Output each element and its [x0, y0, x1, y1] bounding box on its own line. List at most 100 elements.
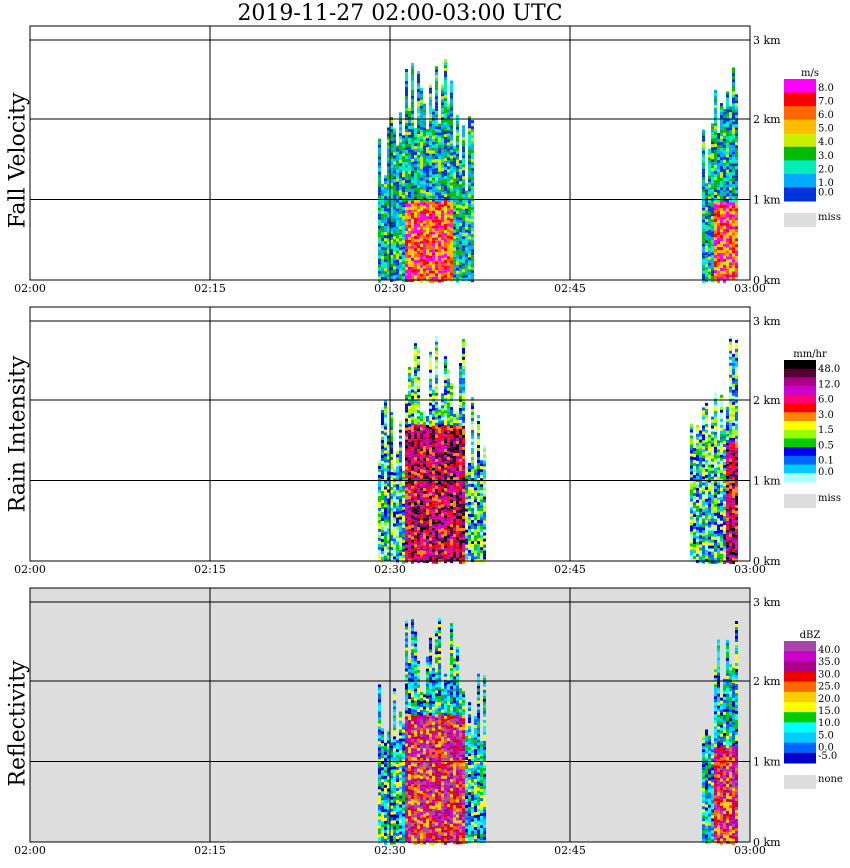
colorbar-unit-1: mm/hr: [793, 349, 827, 360]
ytick-label-1-0: 0 km: [753, 555, 781, 568]
xtick-label-0-3: 02:45: [554, 282, 586, 295]
ytick-label-2-2: 2 km: [753, 675, 781, 688]
xtick-label-0-4: 03:00: [734, 282, 766, 295]
colorbar-swatch-1-10: [784, 447, 816, 457]
colorbar-missing-label-2: none: [818, 774, 843, 785]
echo-0-0: [378, 59, 474, 283]
xtick-label-1-3: 02:45: [554, 563, 586, 576]
colorbar-swatch-2-2: [784, 661, 816, 672]
colorbar-label-2-8: 0.0: [818, 743, 834, 754]
colorbar-swatch-0-6: [784, 160, 816, 175]
colorbar-swatch-1-3: [784, 386, 816, 396]
colorbar-swatch-2-5: [784, 691, 816, 703]
colorbar-swatch-2-8: [784, 722, 816, 733]
colorbar-label-0-0: 8.0: [818, 83, 834, 94]
colorbar-swatch-2-0: [784, 641, 816, 652]
colorbar-missing-swatch-1: [784, 494, 816, 508]
colorbar-label-2-0: 40.0: [818, 645, 840, 656]
colorbar-label-0-4: 4.0: [818, 137, 834, 148]
ytick-label-2-0: 0 km: [753, 836, 781, 849]
colorbar-missing-label-0: miss: [818, 212, 841, 223]
colorbar-label-1-1: 12.0: [818, 379, 840, 390]
colorbar-label-1-5: 0.5: [818, 440, 834, 451]
xtick-label-0-1: 02:15: [194, 282, 226, 295]
colorbar-swatch-0-0: [784, 79, 816, 94]
colorbar-missing-label-1: miss: [818, 493, 841, 504]
xtick-label-2-2: 02:30: [374, 844, 406, 857]
colorbar-swatch-2-3: [784, 671, 816, 683]
colorbar-label-1-0: 48.0: [818, 364, 840, 375]
colorbar-swatch-0-8: [784, 187, 816, 202]
colorbar-label-2-2: 30.0: [818, 669, 840, 680]
xtick-label-2-4: 03:00: [734, 844, 766, 857]
colorbar-label-0-2: 6.0: [818, 110, 834, 121]
colorbar-swatch-1-13: [784, 473, 816, 483]
colorbar-swatch-0-3: [784, 119, 816, 134]
colorbar-label-1-4: 1.5: [818, 425, 834, 436]
ytick-label-0-2: 2 km: [753, 113, 781, 126]
colorbar-unit-0: m/s: [801, 68, 819, 79]
colorbar-label-0-6: 2.0: [818, 164, 834, 175]
xtick-label-0-2: 02:30: [374, 282, 406, 295]
ytick-label-0-3: 3 km: [753, 34, 781, 47]
colorbar-swatch-2-4: [784, 681, 816, 693]
colorbar-swatch-0-2: [784, 106, 816, 121]
colorbar-label-1-2: 6.0: [818, 395, 834, 406]
ytick-label-2-1: 1 km: [753, 756, 781, 769]
panel-border-1: [29, 306, 751, 562]
panel-border-2: [29, 587, 751, 843]
colorbar-label-2-1: 35.0: [818, 657, 840, 668]
colorbar-label-0-5: 3.0: [818, 151, 834, 162]
echo-2-1: [702, 621, 738, 845]
colorbar-label-2-5: 15.0: [818, 706, 840, 717]
colorbar-swatch-1-7: [784, 421, 816, 431]
ytick-label-1-2: 2 km: [753, 394, 781, 407]
colorbar-label-1-7: 0.0: [818, 467, 834, 478]
colorbar-missing-swatch-0: [784, 213, 816, 227]
colorbar-swatch-2-7: [784, 712, 816, 723]
colorbar-swatch-1-1: [784, 368, 816, 378]
xtick-label-1-4: 03:00: [734, 563, 766, 576]
colorbar-label-0-8: 0.0: [818, 187, 834, 198]
colorbar-swatch-2-10: [784, 742, 816, 754]
echo-0-1: [702, 67, 738, 283]
colorbar-swatch-0-4: [784, 133, 816, 148]
colorbar-swatch-1-11: [784, 455, 816, 466]
xtick-label-1-1: 02:15: [194, 563, 226, 576]
colorbar-label-0-3: 5.0: [818, 124, 834, 135]
xtick-label-0-0: 02:00: [14, 282, 46, 295]
colorbar-swatch-1-12: [784, 464, 816, 474]
colorbar-swatch-2-1: [784, 651, 816, 662]
ytick-label-2-3: 3 km: [753, 596, 781, 609]
colorbar-label-0-1: 7.0: [818, 97, 834, 108]
colorbar-label-2-7: 5.0: [818, 730, 834, 741]
colorbar-label-1-3: 3.0: [818, 410, 834, 421]
colorbar-swatch-1-0: [784, 360, 816, 370]
echo-1-0: [378, 335, 486, 564]
panel-border-0: [29, 25, 751, 281]
colorbar-swatch-1-4: [784, 394, 816, 405]
colorbar-swatch-1-8: [784, 429, 816, 439]
colorbar-label-0-7: 1.0: [818, 178, 834, 189]
xtick-label-2-1: 02:15: [194, 844, 226, 857]
colorbar-label-2-4: 20.0: [818, 694, 840, 705]
colorbar-missing-swatch-2: [784, 775, 816, 789]
colorbar-label-2-9: -5.0: [818, 751, 837, 762]
xtick-label-1-2: 02:30: [374, 563, 406, 576]
colorbar-swatch-2-11: [784, 752, 816, 764]
colorbar-swatch-2-9: [784, 732, 816, 744]
colorbar-swatch-1-9: [784, 438, 816, 448]
colorbar-unit-2: dBZ: [800, 630, 821, 641]
ytick-label-0-1: 1 km: [753, 194, 781, 207]
ytick-label-0-0: 0 km: [753, 274, 781, 287]
colorbar-swatch-1-2: [784, 377, 816, 387]
colorbar-label-2-3: 25.0: [818, 682, 840, 693]
colorbar-label-1-6: 0.1: [818, 456, 834, 467]
colorbar-swatch-1-6: [784, 412, 816, 422]
xtick-label-2-0: 02:00: [14, 844, 46, 857]
ytick-label-1-3: 3 km: [753, 315, 781, 328]
colorbar-swatch-1-5: [784, 403, 816, 413]
chart-title: 2019-11-27 02:00-03:00 UTC: [237, 1, 563, 26]
xtick-label-2-3: 02:45: [554, 844, 586, 857]
